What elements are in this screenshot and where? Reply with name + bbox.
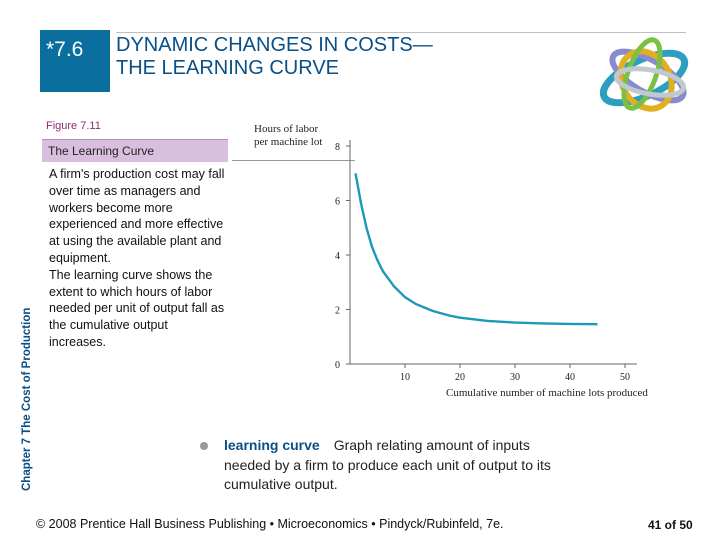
y-axis-label-line1: Hours of labor [254, 123, 318, 135]
y-tick-label: 2 [335, 306, 340, 317]
x-axis-label: Cumulative number of machine lots produc… [446, 387, 648, 399]
figure-divider [232, 160, 355, 161]
x-tick-label: 50 [620, 372, 630, 383]
header-rule [116, 32, 686, 33]
y-tick-label: 6 [335, 197, 340, 208]
definition-text: Graph relating amount of inputs needed b… [224, 437, 551, 492]
definition-term: learning curve [224, 437, 320, 453]
section-number-box [40, 30, 110, 92]
figure-name: The Learning Curve [48, 144, 155, 158]
figure-label: Figure 7.11 [46, 120, 101, 132]
chart-marks: 0 2 4 6 8 10 20 30 40 50 [335, 140, 637, 383]
slide-title: DYNAMIC CHANGES IN COSTS— THE LEARNING C… [116, 34, 476, 80]
caption-paragraph-2: The learning curve shows the extent to w… [49, 267, 225, 349]
y-axis-label-line2: per machine lot [254, 136, 322, 148]
learning-curve-chart: Hours of labor per machine lot Cumulativ… [254, 123, 648, 399]
slide-title-line1: DYNAMIC CHANGES IN COSTS— [116, 34, 433, 56]
y-tick-label: 4 [335, 251, 340, 262]
interlocking-rings-logo [599, 37, 689, 112]
y-tick-label: 8 [335, 142, 340, 153]
definition-box: learning curve Graph relating amount of i… [224, 436, 554, 495]
section-number: *7.6 [46, 38, 84, 61]
x-tick-label: 20 [455, 372, 465, 383]
chapter-side-label: Chapter 7 The Cost of Production [21, 307, 33, 491]
bullet-icon [200, 442, 208, 450]
y-tick-label: 0 [335, 360, 340, 371]
x-tick-label: 40 [565, 372, 575, 383]
x-tick-label: 10 [400, 372, 410, 383]
page-number: 41 of 50 [648, 518, 693, 532]
learning-curve-line [354, 173, 598, 326]
caption-paragraph-1: A firm's production cost may fall over t… [49, 167, 225, 265]
figure-caption: A firm's production cost may fall over t… [49, 166, 227, 351]
figure-name-band: The Learning Curve [42, 139, 228, 162]
x-tick-label: 30 [510, 372, 520, 383]
slide-title-line2: THE LEARNING CURVE [116, 57, 340, 79]
footer-copyright: © 2008 Prentice Hall Business Publishing… [36, 517, 504, 531]
